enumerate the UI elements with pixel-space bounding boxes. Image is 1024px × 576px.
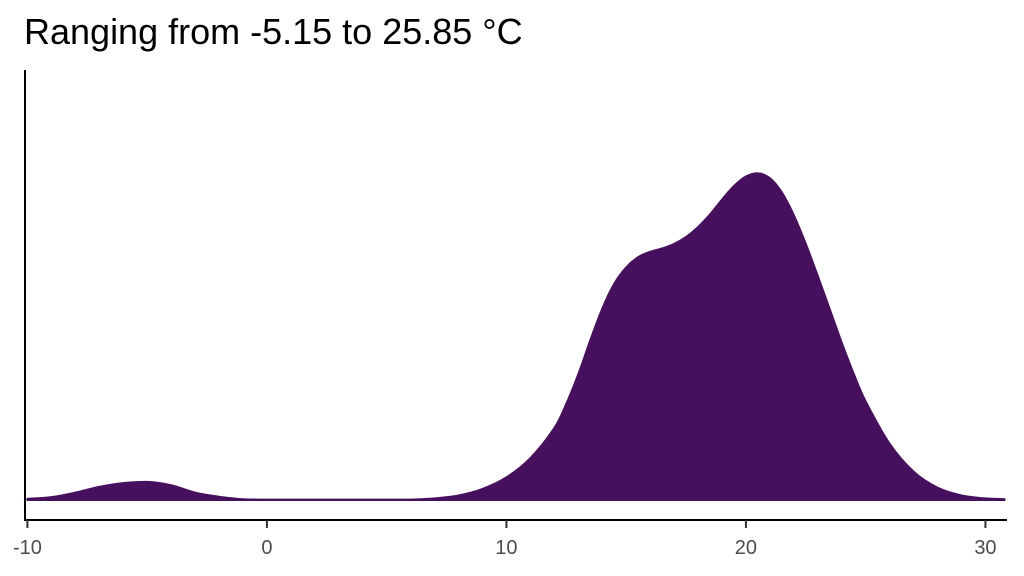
x-tick-label: -10 [13, 537, 42, 559]
x-tick-label: 0 [261, 537, 272, 559]
x-tick-label: 20 [735, 537, 757, 559]
x-tick-label: 30 [974, 537, 996, 559]
x-axis-ticks: -10 0 10 20 30 [13, 520, 997, 559]
density-area [26, 172, 1006, 501]
chart-title: Ranging from -5.15 to 25.85 °C [24, 11, 523, 52]
x-tick-label: 10 [495, 537, 517, 559]
